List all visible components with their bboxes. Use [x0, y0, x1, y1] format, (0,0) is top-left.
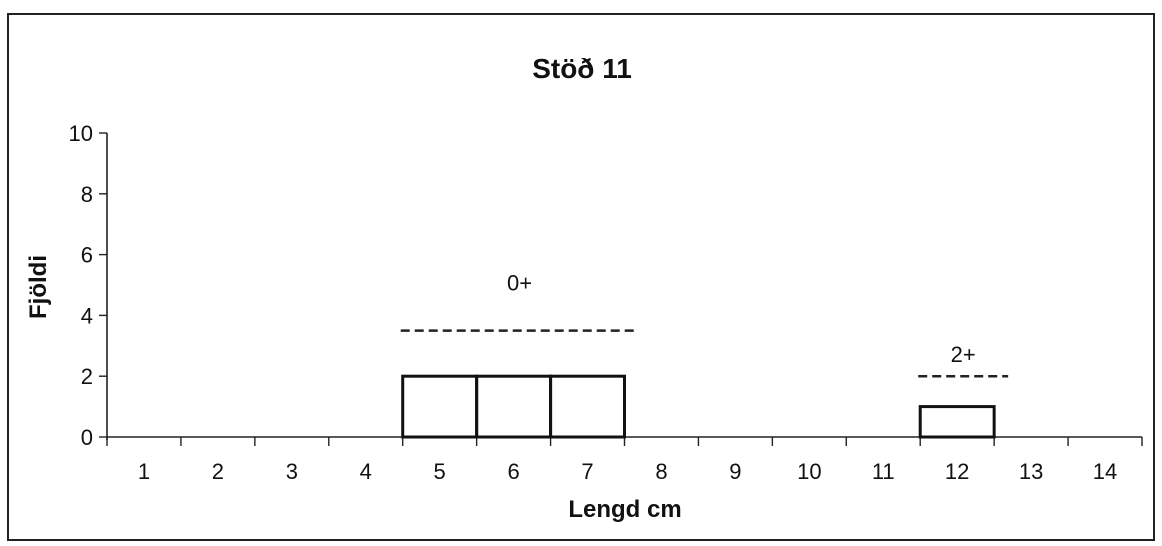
y-tick-label: 10: [69, 121, 93, 146]
y-tick-label: 0: [81, 425, 93, 450]
y-tick-label: 6: [81, 243, 93, 268]
x-tick-label: 14: [1093, 459, 1117, 484]
x-tick-label: 7: [581, 459, 593, 484]
chart-frame: [7, 13, 1155, 541]
chart-title: Stöð 11: [532, 53, 632, 84]
x-tick-label: 9: [729, 459, 741, 484]
x-tick-label: 8: [655, 459, 667, 484]
y-tick-label: 4: [81, 303, 93, 328]
age-group-label: 0+: [507, 271, 532, 296]
x-tick-label: 4: [360, 459, 372, 484]
x-tick-label: 11: [872, 459, 895, 484]
y-axis-title: Fjöldi: [25, 255, 52, 319]
x-tick-label: 3: [286, 459, 298, 484]
y-tick-label: 8: [81, 182, 93, 207]
age-group-label: 2+: [951, 342, 976, 367]
x-tick-label: 1: [138, 459, 150, 484]
x-tick-label: 12: [945, 459, 969, 484]
age-group-annotations: 0+ 2+: [400, 271, 1009, 378]
x-tick-label: 5: [434, 459, 446, 484]
x-tick-label: 6: [507, 459, 519, 484]
y-axis: 0 2 4 6 8 10: [69, 121, 108, 450]
bars: [401, 374, 996, 439]
x-tick-label: 10: [797, 459, 821, 484]
bar: [549, 374, 626, 439]
x-tick-label: 13: [1019, 459, 1043, 484]
x-axis-title: Lengd cm: [568, 496, 681, 523]
x-tick-label: 2: [212, 459, 224, 484]
y-tick-label: 2: [81, 364, 93, 389]
bar: [918, 405, 996, 439]
